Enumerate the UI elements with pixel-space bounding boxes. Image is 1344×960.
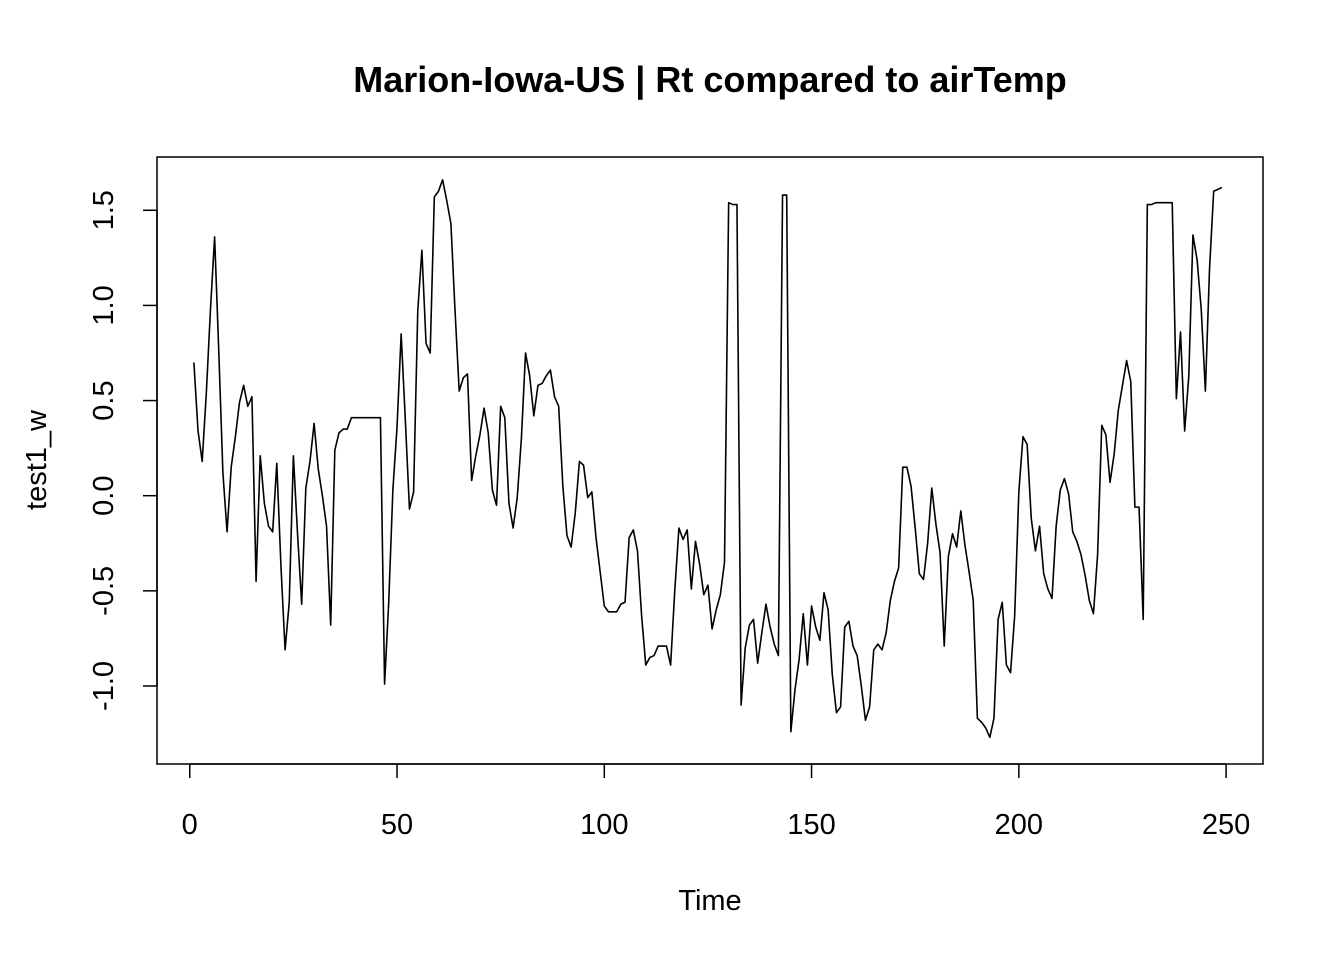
x-tick-label: 250 bbox=[1202, 809, 1250, 841]
x-tick-label: 0 bbox=[182, 809, 198, 841]
x-axis: 0 50 100 150 200 250 bbox=[182, 763, 1250, 841]
y-tick-label: -1.0 bbox=[88, 661, 120, 711]
chart-title: Marion-Iowa-US | Rt compared to airTemp bbox=[353, 59, 1066, 101]
x-tick-label: 150 bbox=[787, 809, 835, 841]
y-tick-label: 1.5 bbox=[88, 190, 120, 230]
x-tick-label: 200 bbox=[995, 809, 1043, 841]
x-tick-label: 50 bbox=[381, 809, 413, 841]
y-axis-label: test1_w bbox=[21, 409, 53, 510]
y-tick-label: 1.0 bbox=[88, 285, 120, 325]
y-axis: -1.0 -0.5 0.0 0.5 1.0 1.5 bbox=[88, 190, 158, 711]
series-line bbox=[193, 179, 1223, 739]
y-tick-label: 0.5 bbox=[88, 380, 120, 420]
x-axis-label: Time bbox=[678, 885, 741, 917]
plot-frame bbox=[156, 156, 1264, 765]
y-tick-label: 0.0 bbox=[88, 476, 120, 516]
y-tick-label: -0.5 bbox=[88, 566, 120, 616]
x-tick-label: 100 bbox=[580, 809, 628, 841]
